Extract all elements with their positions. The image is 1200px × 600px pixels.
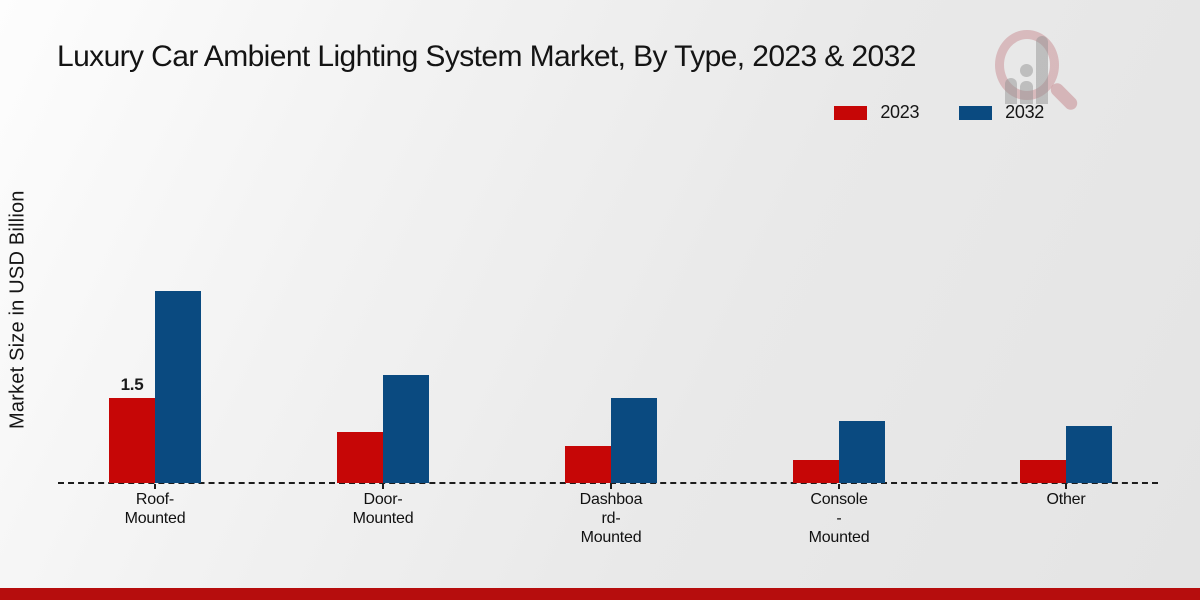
x-axis-category-label: Console - Mounted (808, 491, 870, 546)
legend-label: 2023 (880, 102, 920, 122)
legend-swatch-icon (834, 105, 868, 120)
x-axis-tick (382, 484, 384, 489)
bar-2023-console-mounted (793, 460, 839, 483)
bar-2032-dashboard-mounted (611, 398, 657, 483)
bar-value-label: 1.5 (120, 375, 144, 394)
x-axis-baseline (58, 482, 1158, 484)
logo-person-head-icon (1020, 64, 1033, 77)
bar-2032-other (1066, 426, 1112, 483)
logo-bar-icon (1020, 81, 1033, 104)
x-axis-category-label: Roof- Mounted (124, 491, 186, 527)
x-axis-category-label: Door- Mounted (352, 491, 414, 527)
bar-2023-other (1020, 460, 1066, 483)
bar-2023-door-mounted (337, 432, 383, 483)
watermark-logo (995, 28, 1090, 128)
x-axis-category-label: Dashboa rd- Mounted (579, 491, 643, 546)
legend-item-2032: 2032 (959, 102, 1044, 123)
bar-2023-roof-mounted (109, 398, 155, 483)
footer-accent-bar (0, 588, 1200, 600)
bar-2032-roof-mounted (155, 291, 201, 483)
logo-bar-icon (1005, 78, 1017, 104)
legend: 2023 2032 (834, 102, 1044, 123)
legend-swatch-icon (959, 105, 993, 120)
legend-label: 2032 (1005, 102, 1044, 122)
chart-title: Luxury Car Ambient Lighting System Marke… (57, 40, 916, 73)
legend-item-2023: 2023 (834, 102, 919, 123)
bar-2032-door-mounted (383, 375, 429, 483)
x-axis-category-label: Other (1046, 491, 1086, 508)
logo-bar-icon (1036, 36, 1048, 104)
x-axis-tick (610, 484, 612, 489)
x-axis-tick (1065, 484, 1067, 489)
x-axis-tick (154, 484, 156, 489)
bar-2023-dashboard-mounted (565, 446, 611, 483)
x-axis-tick (838, 484, 840, 489)
bar-2032-console-mounted (839, 421, 885, 483)
